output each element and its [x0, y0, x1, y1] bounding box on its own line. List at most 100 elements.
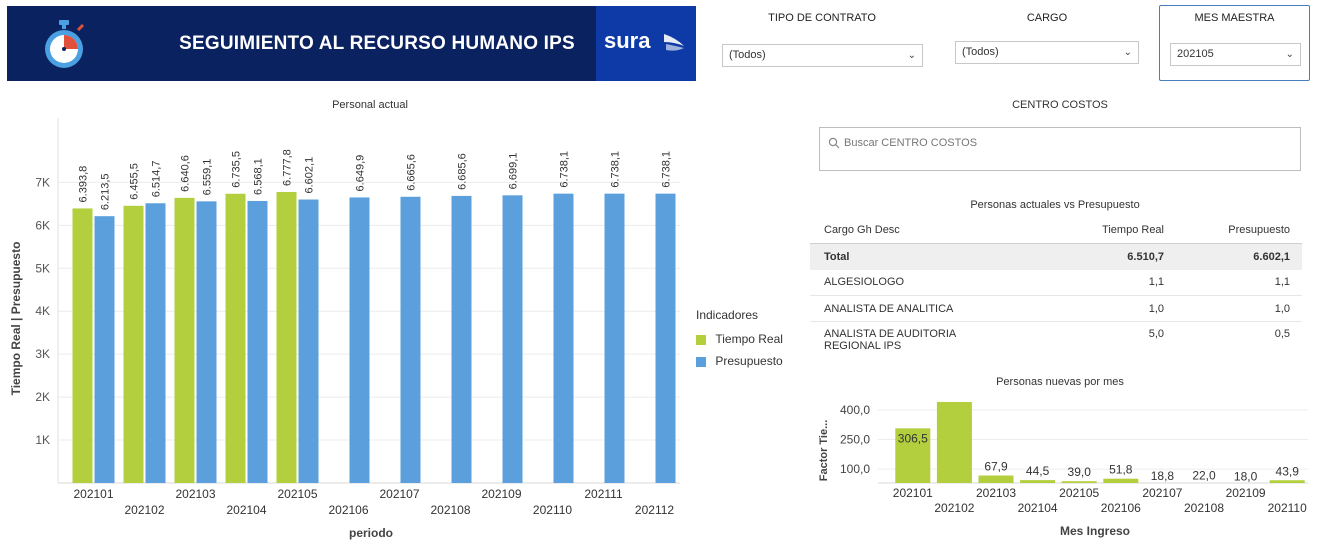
data-label: 6.738,1 — [559, 151, 571, 188]
table-row[interactable]: ALGESIOLOGO 1,1 1,1 — [810, 270, 1302, 296]
centro-costos-search[interactable]: Buscar CENTRO COSTOS — [819, 127, 1301, 171]
x-tick-label: 202111 — [584, 487, 623, 501]
personas-table: Cargo Gh Desc Tiempo Real Presupuesto To… — [810, 217, 1302, 356]
bar-presupuesto — [349, 197, 370, 483]
x-tick-label: 202105 — [277, 487, 317, 501]
table-row[interactable]: ANALISTA DE ANALITICA 1,0 1,0 — [810, 296, 1302, 322]
data-label: 39,0 — [1068, 465, 1092, 479]
bar-presupuesto — [247, 200, 268, 483]
total-label: Total — [824, 250, 850, 263]
bar-personas-nuevas — [1061, 481, 1097, 483]
centro-costos-title: CENTRO COSTOS — [1012, 99, 1108, 111]
presupuesto-cell: 0,5 — [1274, 328, 1290, 340]
data-label: 6.685,6 — [457, 153, 469, 190]
bar-presupuesto — [553, 193, 574, 483]
legend-label-tiempo-real: Tiempo Real — [715, 332, 783, 346]
data-label: 6.777,8 — [282, 149, 294, 186]
mes-maestra-dropdown[interactable]: 202105 ⌄ — [1170, 43, 1301, 66]
data-label: 6.393,8 — [78, 166, 90, 203]
cargo-cell: ALGESIOLOGO — [824, 276, 905, 289]
x-axis-title: Mes Ingreso — [1060, 524, 1130, 538]
x-tick-label: 202108 — [1184, 501, 1224, 515]
data-label: 6.699,1 — [508, 153, 520, 190]
x-tick-label: 202102 — [124, 503, 164, 517]
data-label: 43,9 — [1276, 464, 1300, 478]
personas-table-container: Cargo Gh Desc Tiempo Real Presupuesto To… — [810, 217, 1302, 356]
page-title: SEGUIMIENTO AL RECURSO HUMANO IPS — [179, 33, 575, 54]
legend-title: Indicadores — [696, 308, 759, 322]
data-label: 6.640,6 — [180, 155, 192, 192]
col-header-tiempo-real[interactable]: Tiempo Real — [1102, 224, 1164, 236]
chevron-down-icon: ⌄ — [907, 50, 916, 61]
total-real: 6.510,7 — [1127, 250, 1164, 263]
data-label: 6.735,5 — [231, 151, 243, 188]
y-tick-label: 6K — [35, 218, 50, 232]
col-header-presupuesto[interactable]: Presupuesto — [1228, 224, 1290, 236]
y-axis-title: Tiempo Real | Presupuesto — [9, 242, 23, 396]
x-tick-label: 202104 — [1018, 501, 1058, 515]
bar-personas-nuevas — [1103, 478, 1139, 483]
bar-tiempo-real — [225, 193, 246, 483]
y-tick-label: 250,0 — [840, 433, 870, 447]
logo-wing-icon — [664, 34, 684, 51]
personal-actual-chart: 1K 2K 3K 4K 5K 6K 7K 6.393,8 6.213,5 202101 6.455,… — [9, 118, 680, 540]
bar-tiempo-real — [276, 191, 297, 483]
bar-personas-nuevas — [895, 428, 931, 483]
legend-item-presupuesto[interactable]: Presupuesto — [696, 354, 806, 368]
x-tick-label: 202101 — [73, 487, 113, 501]
table-row[interactable]: ANALISTA DE AUDITORIA REGIONAL IPS 5,0 0… — [810, 322, 1302, 356]
data-label: 6.665,6 — [406, 154, 418, 191]
x-tick-label: 202107 — [379, 487, 419, 501]
data-label: 51,8 — [1109, 463, 1133, 477]
total-presupuesto: 6.602,1 — [1253, 250, 1290, 263]
chevron-down-icon: ⌄ — [1123, 47, 1132, 58]
x-tick-label: 202108 — [430, 503, 470, 517]
search-placeholder: Buscar CENTRO COSTOS — [844, 137, 978, 149]
x-tick-label: 202109 — [1226, 486, 1266, 500]
small-chart-title: Personas nuevas por mes — [996, 376, 1124, 388]
legend-swatch-tiempo-real — [696, 334, 706, 345]
data-label: 22,0 — [1192, 469, 1216, 483]
x-tick-label: 202103 — [976, 486, 1016, 500]
cargo-cell: ANALISTA DE ANALITICA — [824, 302, 954, 315]
bar-presupuesto — [655, 193, 676, 483]
col-header-cargo[interactable]: Cargo Gh Desc — [824, 224, 900, 236]
x-tick-label: 202104 — [226, 503, 266, 517]
y-tick-label: 4K — [35, 304, 50, 318]
data-label: 44,5 — [1026, 464, 1050, 478]
bar-presupuesto — [94, 216, 115, 483]
cargo-value: (Todos) — [962, 46, 999, 58]
x-tick-label: 202112 — [635, 503, 674, 517]
bar-presupuesto — [298, 199, 319, 484]
mes-maestra-filter: MES MAESTRA 202105 ⌄ — [1159, 5, 1310, 81]
cargo-dropdown[interactable]: (Todos) ⌄ — [955, 41, 1139, 64]
x-tick-label: 202102 — [934, 501, 974, 515]
legend-item-tiempo-real[interactable]: Tiempo Real — [696, 332, 806, 346]
data-label: 18,8 — [1151, 469, 1175, 483]
bar-presupuesto — [604, 193, 625, 483]
presupuesto-cell: 1,0 — [1274, 302, 1290, 315]
data-label: 18,0 — [1234, 469, 1258, 483]
main-chart-title: Personal actual — [332, 99, 408, 111]
cargo-label: CARGO — [1026, 12, 1068, 24]
presupuesto-cell: 1,1 — [1274, 276, 1290, 289]
legend-swatch-presupuesto — [696, 356, 706, 367]
tipo-contrato-dropdown[interactable]: (Todos) ⌄ — [722, 44, 923, 67]
x-tick-label: 202109 — [481, 487, 521, 501]
table-total-row[interactable]: Total 6.510,7 6.602,1 — [810, 243, 1302, 270]
bar-presupuesto — [145, 203, 166, 484]
data-label: 6.649,9 — [355, 155, 367, 192]
bar-presupuesto — [400, 196, 421, 483]
bar-tiempo-real — [123, 205, 144, 483]
y-tick-label: 400,0 — [840, 403, 870, 417]
bar-tiempo-real — [72, 208, 93, 484]
table-title: Personas actuales vs Presupuesto — [970, 199, 1140, 211]
bar-presupuesto — [451, 195, 472, 483]
bar-tiempo-real — [174, 197, 195, 483]
data-label: 67,9 — [984, 460, 1008, 474]
data-label: 6.738,1 — [661, 151, 673, 188]
y-tick-label: 1K — [35, 433, 50, 447]
bar-personas-nuevas — [1269, 480, 1305, 483]
real-cell: 1,1 — [1148, 276, 1164, 289]
search-icon — [828, 137, 840, 149]
